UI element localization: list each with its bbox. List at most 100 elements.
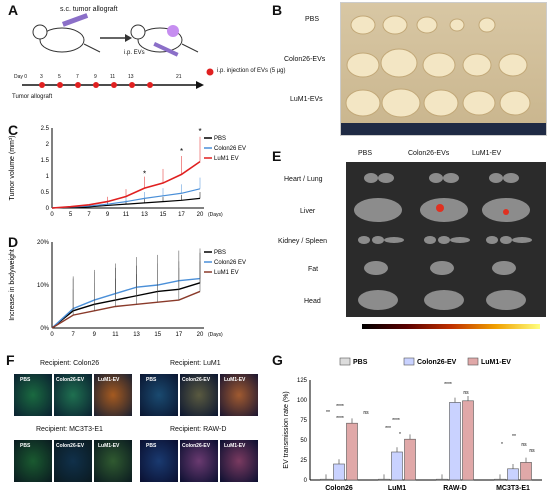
fluor-mc3t3-pbs xyxy=(14,440,52,482)
bar xyxy=(462,400,474,481)
fluor-rawd-pbs xyxy=(140,440,178,482)
timeline-label: Tumor allograft xyxy=(12,94,53,100)
x-tick-label: 20 xyxy=(197,212,204,218)
day-label-3: 7 xyxy=(76,74,79,80)
day-label-5: 11 xyxy=(110,74,116,80)
y-axis-label: Increase in bodyweight xyxy=(9,249,16,321)
x-tick-label: 5 xyxy=(69,212,73,218)
fluor-mc3t3-lum1 xyxy=(94,440,132,482)
panel-label-g: G xyxy=(272,352,283,368)
x-tick-label: 7 xyxy=(71,332,75,338)
panel-b: B PBS Colon26-EVs LuM1-EVs xyxy=(270,0,550,140)
fluor-colon26-c26 xyxy=(54,374,92,416)
ev-transmission-chart: 0 25 50 75 100 125 EV transmission rate (%) Col… xyxy=(283,357,542,492)
y-tick-label: 2 xyxy=(46,142,50,148)
series-line-0 xyxy=(51,282,201,329)
fluor-lum1-c26 xyxy=(180,374,218,416)
bar xyxy=(449,402,461,481)
tumor-photo xyxy=(340,2,547,136)
x-tick-label: 0 xyxy=(50,332,54,338)
fluor-rawd-c26 xyxy=(180,440,218,482)
photo-row-pbs: PBS xyxy=(305,16,320,23)
fluor-rawd-lum1 xyxy=(220,440,258,482)
legend-label-2: LuM1-EV xyxy=(481,359,511,366)
significance-label: **** xyxy=(336,404,344,410)
legend-label-2: LuM1 EV xyxy=(214,156,239,162)
mc3t3-col-c26: Colon26-EV xyxy=(56,443,85,449)
significance-label: ns xyxy=(521,442,527,448)
bar xyxy=(436,478,448,481)
y-tick-label: 0.5 xyxy=(41,190,50,196)
recipient-colon26-title: Recipient: Colon26 xyxy=(40,360,100,367)
organ-row-liver: Liver xyxy=(300,208,316,215)
y-tick-label: 125 xyxy=(297,378,308,384)
organ-col-pbs: PBS xyxy=(358,150,373,157)
bar xyxy=(507,468,519,481)
bar xyxy=(404,438,416,481)
x-tick-label: 9 xyxy=(93,332,97,338)
y-tick-label: 0 xyxy=(46,206,50,212)
panel-label-c: C xyxy=(8,122,19,138)
fluor-lum1-lum1 xyxy=(220,374,258,416)
significance-label: **** xyxy=(392,418,400,424)
legend-label-0: PBS xyxy=(214,250,226,256)
allograft-label: s.c. tumor allograft xyxy=(60,6,118,13)
photo-row-lum1: LuM1-EVs xyxy=(290,96,323,103)
x-tick-label: 0 xyxy=(50,212,54,218)
fluor-colon26-lum1 xyxy=(94,374,132,416)
fluor-lum1-pbs xyxy=(140,374,178,416)
category-label: LuM1 xyxy=(388,485,406,492)
significance-label: * xyxy=(501,442,503,448)
significance-label: ** xyxy=(326,410,330,416)
significance-label: ns xyxy=(463,390,469,396)
rawd-col-pbs: PBS xyxy=(146,443,157,449)
fluor-colon26-pbs xyxy=(14,374,52,416)
significance-label: ns xyxy=(529,448,535,454)
significance-label: * xyxy=(399,432,401,438)
colon26-col-pbs: PBS xyxy=(20,377,31,383)
x-tick-label: 7 xyxy=(87,212,91,218)
panel-label-a: A xyxy=(8,2,19,18)
bar xyxy=(520,462,532,481)
y-axis-label: EV transmission rate (%) xyxy=(283,391,290,468)
tumor-volume-chart: 0 0.5 1 1.5 2 2.5 0 5 7 9 11 13 15 17 20 (Days) Tumor vo… xyxy=(9,126,246,218)
series-line-2 xyxy=(51,160,201,209)
rawd-col-lum1: LuM1-EV xyxy=(224,443,246,449)
y-tick-label: 0% xyxy=(40,326,49,332)
significance-mark: * xyxy=(198,127,201,136)
recipient-mc3t3-title: Recipient: MC3T3-E1 xyxy=(36,426,103,433)
category-label: MC3T3-E1 xyxy=(496,485,530,492)
x-tick-label: 17 xyxy=(176,332,183,338)
panel-d: D 0% 10% 20% 0 7 9 11 13 15 17 20 (Days) Increase in… xyxy=(0,232,250,344)
y-tick-label: 100 xyxy=(297,398,308,404)
recipient-rawd-title: Recipient: RAW-D xyxy=(170,426,227,433)
x-tick-label: 15 xyxy=(154,332,161,338)
injection-legend: i.p. injection of EVs (5 µg) xyxy=(217,68,286,74)
y-tick-label: 25 xyxy=(300,458,307,464)
x-tick-label: 17 xyxy=(178,212,185,218)
colon26-col-c26: Colon26-EV xyxy=(56,377,85,383)
significance-mark: * xyxy=(180,147,183,156)
mc3t3-col-lum1: LuM1-EV xyxy=(98,443,120,449)
organ-image xyxy=(346,162,546,317)
lum1-col-lum1: LuM1-EV xyxy=(224,377,246,383)
category-label: Colon26 xyxy=(325,485,353,492)
mc3t3-col-pbs: PBS xyxy=(20,443,31,449)
significance-label: **** xyxy=(444,382,452,388)
legend-label-1: Colon26-EV xyxy=(417,359,457,366)
series-line-1 xyxy=(51,277,201,329)
photo-row-colon26: Colon26-EVs xyxy=(284,56,326,63)
x-tick-label: 11 xyxy=(123,212,130,218)
legend-label-1: Colon26 EV xyxy=(214,260,246,266)
day-label-7: 21 xyxy=(176,74,182,80)
x-tick-label: 11 xyxy=(112,332,119,338)
recipient-lum1-title: Recipient: LuM1 xyxy=(170,360,221,367)
y-tick-label: 0 xyxy=(304,478,308,484)
day-label-2: 5 xyxy=(58,74,61,80)
y-tick-label: 10% xyxy=(37,283,50,289)
organ-row-heart-lung: Heart / Lung xyxy=(284,176,323,183)
panel-label-d: D xyxy=(8,234,19,250)
organ-row-kidney-spleen: Kidney / Spleen xyxy=(278,238,328,245)
y-tick-label: 2.5 xyxy=(41,126,50,132)
lum1-col-pbs: PBS xyxy=(146,377,157,383)
